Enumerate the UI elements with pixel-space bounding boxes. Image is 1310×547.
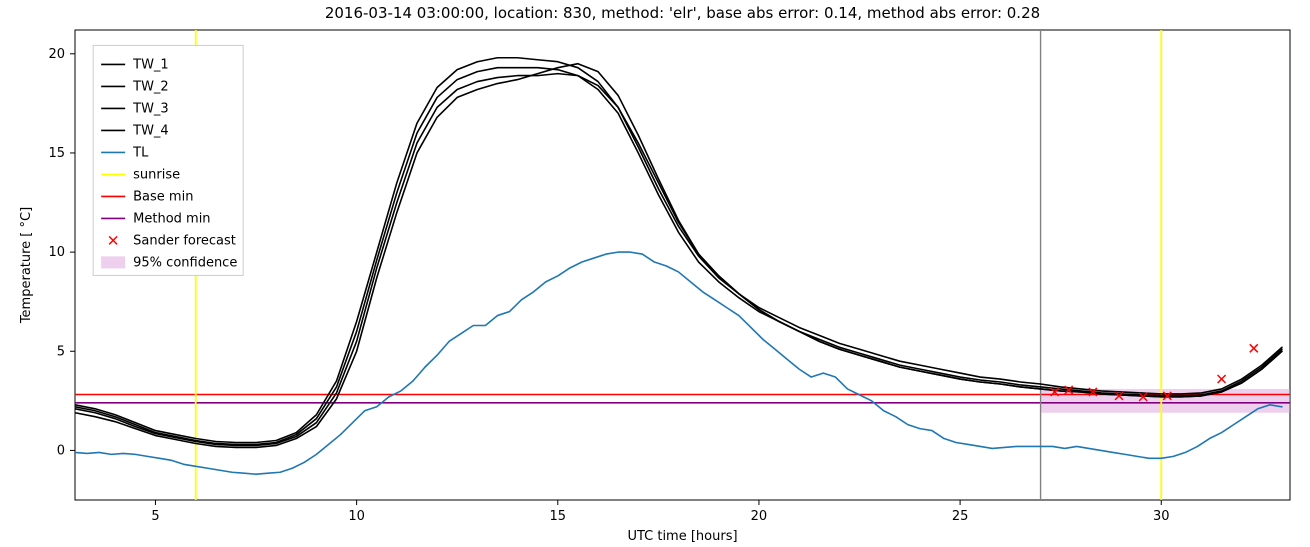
chart-svg: 2016-03-14 03:00:00, location: 830, meth… xyxy=(0,0,1310,547)
x-tick-label: 25 xyxy=(952,509,969,524)
legend-label: Base min xyxy=(133,189,193,204)
x-tick-label: 30 xyxy=(1153,509,1170,524)
legend-label: Method min xyxy=(133,211,210,226)
x-tick-label: 10 xyxy=(348,509,365,524)
y-tick-label: 10 xyxy=(48,245,65,260)
legend-label: TW_1 xyxy=(132,57,169,72)
legend-label: TL xyxy=(132,145,149,160)
legend: TW_1 TW_2 TW_3 TW_4 TL sunrise Base min Method … xyxy=(93,45,243,275)
legend-label: TW_3 xyxy=(132,101,169,116)
x-tick-label: 15 xyxy=(550,509,567,524)
x-axis-label: UTC time [hours] xyxy=(627,529,737,544)
chart-title: 2016-03-14 03:00:00, location: 830, meth… xyxy=(325,4,1040,22)
y-tick-label: 20 xyxy=(48,47,65,62)
y-tick-label: 0 xyxy=(57,443,65,458)
legend-label: Sander forecast xyxy=(133,233,236,248)
y-tick-label: 5 xyxy=(57,344,65,359)
legend-swatch xyxy=(101,256,125,268)
legend-label: sunrise xyxy=(133,167,180,182)
y-tick-label: 15 xyxy=(48,146,65,161)
legend-label: TW_2 xyxy=(132,79,169,94)
x-tick-label: 5 xyxy=(151,509,159,524)
legend-label: TW_4 xyxy=(132,123,169,138)
legend-label: 95% confidence xyxy=(133,255,237,270)
chart-container: 2016-03-14 03:00:00, location: 830, meth… xyxy=(0,0,1310,547)
x-tick-label: 20 xyxy=(751,509,768,524)
y-axis-label: Temperature [ °C] xyxy=(19,207,34,324)
